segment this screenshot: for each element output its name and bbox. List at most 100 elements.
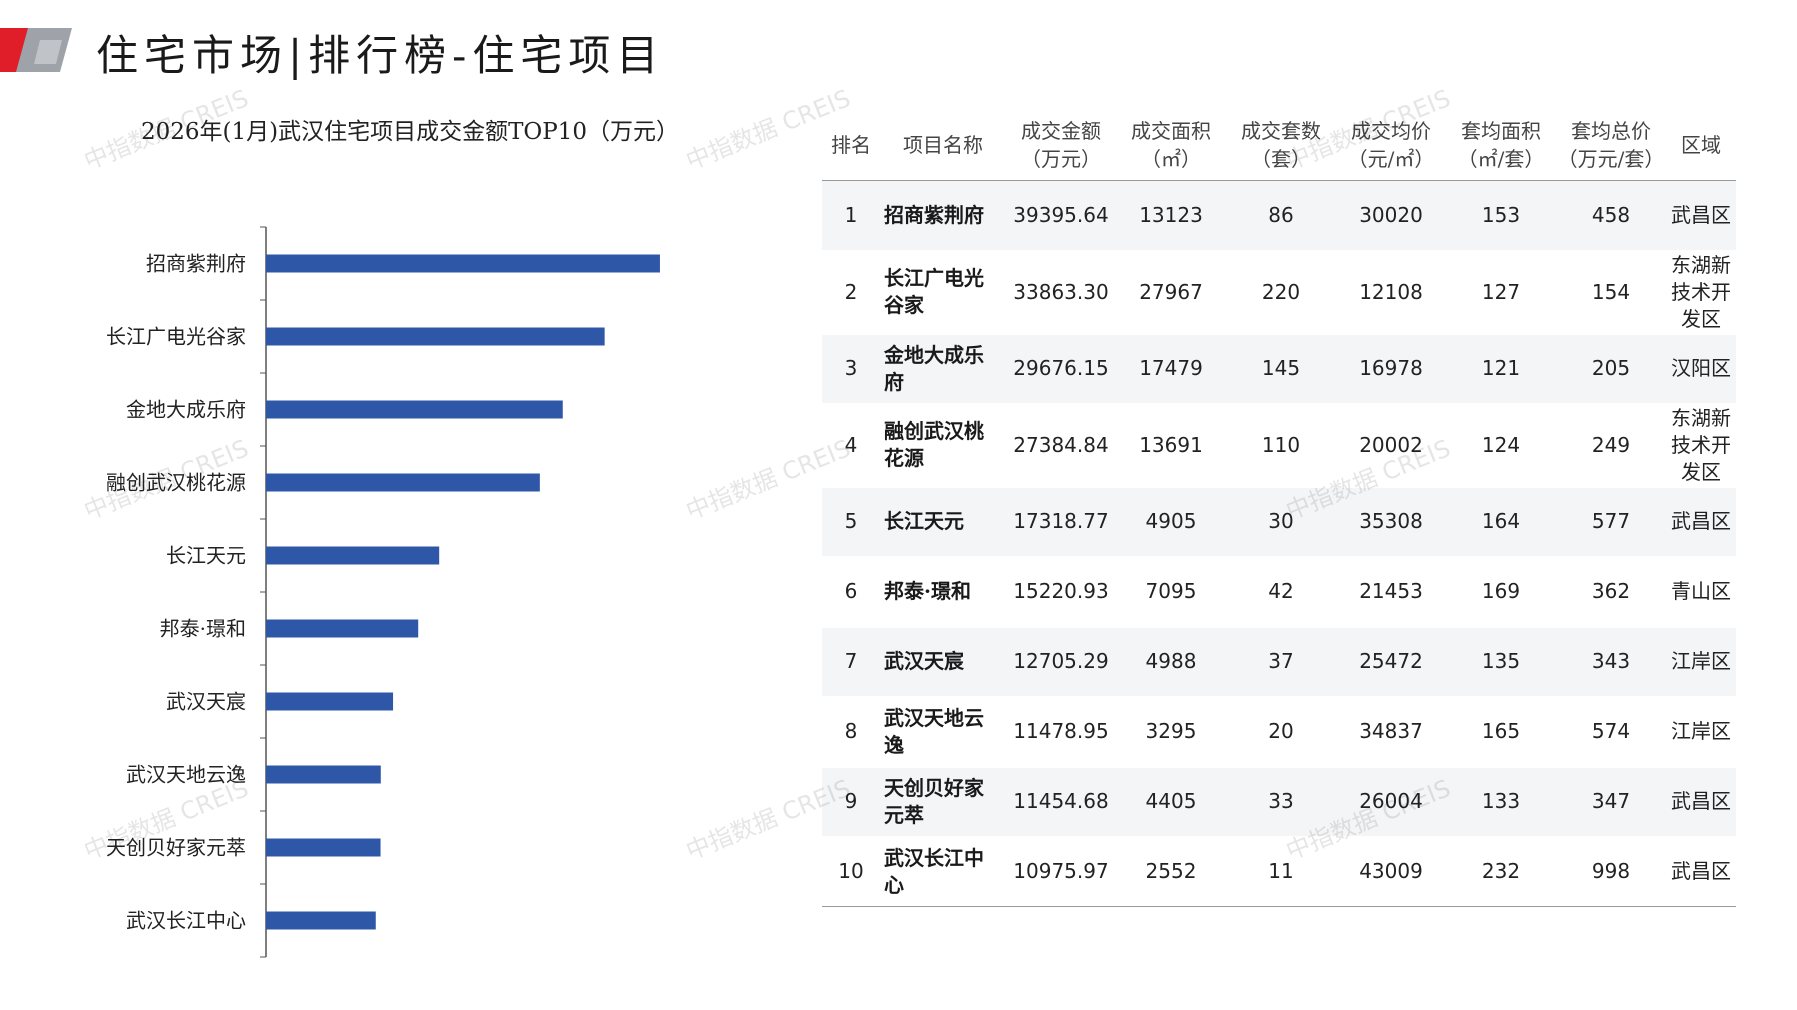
table-row: 8 武汉天地云逸 11478.95 3295 20 34837 165 574 江岸区 [822,696,1736,768]
cell-area: 27967 [1116,250,1226,335]
cell-district: 汉阳区 [1666,333,1736,405]
cell-amount: 15220.93 [1006,556,1116,628]
cell-avg-total: 249 [1556,403,1666,488]
cell-amount: 10975.97 [1006,836,1116,907]
y-tick-label: 武汉天地云逸 [126,763,246,787]
bar [266,546,440,565]
cell-units: 37 [1226,626,1336,698]
cell-avg-area: 153 [1446,180,1556,252]
bar [266,911,376,930]
bar [266,473,540,492]
cell-price: 16978 [1336,333,1446,405]
chart-title: 2026年(1月)武汉住宅项目成交金额TOP10（万元） [140,119,680,145]
cell-rank: 5 [822,486,880,558]
bar [266,692,394,711]
column-header: 成交均价 （元/㎡） [1336,110,1446,181]
cell-units: 220 [1226,250,1336,335]
cell-district: 武昌区 [1666,180,1736,252]
cell-name: 武汉长江中心 [880,836,1006,907]
cell-area: 3295 [1116,696,1226,768]
cell-rank: 9 [822,766,880,838]
cell-amount: 39395.64 [1006,180,1116,252]
table-header-row: 排名 项目名称 成交金额 （万元） 成交面积 （㎡） 成交套数 （套） 成交均价 （元/㎡） 套均面… [822,110,1736,181]
column-header: 套均总价 （万元/套） [1556,110,1666,181]
cell-price: 35308 [1336,486,1446,558]
cell-avg-area: 165 [1446,696,1556,768]
cell-name: 武汉天宸 [880,626,1006,698]
cell-name: 邦泰·璟和 [880,556,1006,628]
cell-avg-total: 343 [1556,626,1666,698]
column-header: 项目名称 [880,110,1006,181]
cell-avg-total: 998 [1556,836,1666,907]
cell-area: 4405 [1116,766,1226,838]
cell-rank: 3 [822,333,880,405]
cell-rank: 1 [822,180,880,252]
cell-price: 34837 [1336,696,1446,768]
brand-logo-icon [0,28,72,72]
cell-units: 11 [1226,836,1336,907]
cell-district: 青山区 [1666,556,1736,628]
cell-units: 86 [1226,180,1336,252]
bar [266,400,563,419]
cell-district: 武昌区 [1666,836,1736,907]
table-row: 2 长江广电光谷家 33863.30 27967 220 12108 127 154 东湖新技术… [822,250,1736,335]
cell-rank: 6 [822,556,880,628]
page-title: 住宅市场|排行榜-住宅项目 [96,31,665,80]
bar [266,327,605,346]
column-header: 成交套数 （套） [1226,110,1336,181]
cell-units: 42 [1226,556,1336,628]
cell-rank: 7 [822,626,880,698]
column-header: 区域 [1666,110,1736,181]
cell-rank: 2 [822,250,880,335]
cell-price: 25472 [1336,626,1446,698]
y-tick-label: 邦泰·璟和 [160,617,246,641]
cell-units: 110 [1226,403,1336,488]
cell-name: 融创武汉桃花源 [880,403,1006,488]
cell-name: 金地大成乐府 [880,333,1006,405]
table-row: 9 天创贝好家元萃 11454.68 4405 33 26004 133 347 武昌区 [822,766,1736,838]
cell-name: 长江天元 [880,486,1006,558]
cell-district: 东湖新技术开发区 [1666,403,1736,488]
cell-price: 20002 [1336,403,1446,488]
ranking-table-container: 排名 项目名称 成交金额 （万元） 成交面积 （㎡） 成交套数 （套） 成交均价 （元/㎡） 套均面… [822,110,1736,907]
y-tick-label: 武汉天宸 [166,690,246,714]
column-header: 成交面积 （㎡） [1116,110,1226,181]
table-row: 3 金地大成乐府 29676.15 17479 145 16978 121 205 汉阳区 [822,333,1736,405]
cell-avg-area: 169 [1446,556,1556,628]
cell-price: 12108 [1336,250,1446,335]
column-header: 套均面积 （㎡/套） [1446,110,1556,181]
cell-area: 2552 [1116,836,1226,907]
cell-amount: 11478.95 [1006,696,1116,768]
cell-avg-total: 205 [1556,333,1666,405]
y-tick-label: 融创武汉桃花源 [106,471,246,495]
cell-avg-area: 232 [1446,836,1556,907]
y-tick-label: 长江广电光谷家 [106,325,246,349]
cell-district: 江岸区 [1666,696,1736,768]
cell-price: 30020 [1336,180,1446,252]
cell-avg-total: 347 [1556,766,1666,838]
cell-name: 天创贝好家元萃 [880,766,1006,838]
cell-avg-total: 362 [1556,556,1666,628]
cell-amount: 12705.29 [1006,626,1116,698]
table-row: 10 武汉长江中心 10975.97 2552 11 43009 232 998 武昌区 [822,836,1736,907]
cell-avg-total: 458 [1556,180,1666,252]
cell-name: 招商紫荆府 [880,180,1006,252]
cell-district: 武昌区 [1666,766,1736,838]
cell-rank: 8 [822,696,880,768]
table-row: 5 长江天元 17318.77 4905 30 35308 164 577 武昌区 [822,486,1736,558]
cell-avg-area: 135 [1446,626,1556,698]
cell-price: 26004 [1336,766,1446,838]
cell-district: 武昌区 [1666,486,1736,558]
cell-avg-area: 133 [1446,766,1556,838]
cell-price: 43009 [1336,836,1446,907]
cell-amount: 17318.77 [1006,486,1116,558]
table-body: 1 招商紫荆府 39395.64 13123 86 30020 153 458 武昌区 2 长江广电… [822,180,1736,907]
column-header: 成交金额 （万元） [1006,110,1116,181]
cell-district: 东湖新技术开发区 [1666,250,1736,335]
y-tick-label: 金地大成乐府 [126,398,246,422]
table-row: 7 武汉天宸 12705.29 4988 37 25472 135 343 江岸区 [822,626,1736,698]
cell-amount: 11454.68 [1006,766,1116,838]
cell-area: 4905 [1116,486,1226,558]
cell-area: 4988 [1116,626,1226,698]
cell-area: 13691 [1116,403,1226,488]
